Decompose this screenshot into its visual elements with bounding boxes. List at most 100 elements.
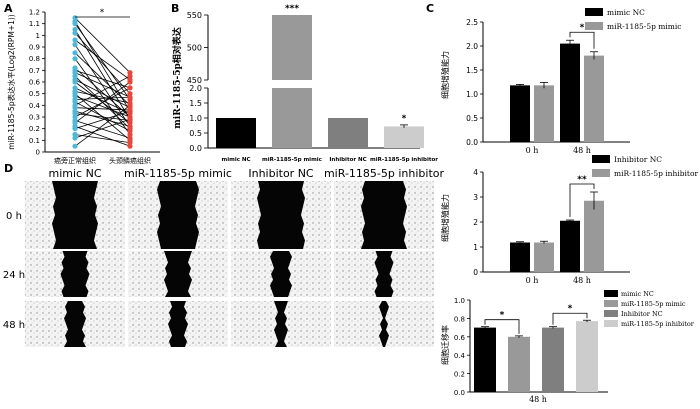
panel-a-y-tick-label: 0.6 xyxy=(29,79,41,87)
panel-c-bottom-bar xyxy=(584,200,604,272)
panel-e-legend-label: miR-1185-5p inhibitor xyxy=(621,320,695,328)
panel-a-pair-line xyxy=(74,90,131,104)
panel-e-sig-bracket xyxy=(484,319,520,334)
panel-b-bar-lower xyxy=(272,88,312,148)
panel-d-column-header: miR-1185-5p inhibitor xyxy=(324,167,445,180)
panel-c-bottom-y-tick-label: 4 xyxy=(473,168,478,177)
panel-c-bottom-legend-label: miR-1185-5p inhibitor xyxy=(614,169,698,178)
panel-a-tumor-point xyxy=(127,79,133,85)
panel-letter-d: D xyxy=(4,162,13,175)
panel-c-bottom-y-tick-label: 2 xyxy=(473,218,478,227)
panel-e-legend-swatch xyxy=(604,290,618,297)
panel-a-pair-line xyxy=(74,101,131,132)
panel-c-bottom-legend-swatch xyxy=(592,155,610,163)
panel-a-pair-line xyxy=(74,110,131,130)
panel-c-top-bar-chart: 细胞增殖能力 0.0 0.5 1.0 1.5 2.0 2.5 0 h 48 h * mimic… xyxy=(440,8,682,155)
panel-e-sig-bracket xyxy=(552,312,588,325)
panel-a-normal-point xyxy=(72,21,78,27)
panel-c-bottom-legend-label: Inhibitor NC xyxy=(614,155,662,164)
panel-c-top-legend-swatch xyxy=(585,22,603,30)
panel-d-row-label: 24 h xyxy=(3,270,25,281)
panel-a-pair-line xyxy=(74,134,131,144)
panel-e-legend-label: Inhibitor NC xyxy=(621,310,663,318)
panel-a-y-tick-label: 0.2 xyxy=(29,125,40,133)
panel-d-column-header: miR-1185-5p mimic xyxy=(124,167,232,180)
panel-a-pair-line xyxy=(74,39,131,80)
panel-c-top-legend-swatch xyxy=(585,8,603,16)
panel-b-y-tick-label: 2.0 xyxy=(189,84,202,93)
panel-a-pair-line xyxy=(74,75,131,106)
panel-e-y-tick-label: 0.6 xyxy=(454,334,466,342)
panel-d-wound-gap xyxy=(164,251,192,297)
panel-a-normal-point xyxy=(72,30,78,36)
panel-a-pair-line xyxy=(74,44,131,127)
panel-c-top-sig-bracket xyxy=(569,31,595,49)
panel-e-y-tick-label: 0.2 xyxy=(454,371,465,379)
panel-c-bottom-legend-swatch xyxy=(592,169,610,177)
panel-c-top-bar xyxy=(584,55,604,142)
panel-c-top-y-tick-label: 1.5 xyxy=(466,66,478,75)
panel-d-wound-gap xyxy=(374,251,394,297)
panel-b-x-label: mimic NC xyxy=(221,157,250,163)
panel-a-x-label-1: 头颈鳞癌组织 xyxy=(109,156,151,165)
panel-a-tumor-point xyxy=(127,94,133,100)
panel-d-wound-gap xyxy=(64,301,86,347)
panel-a-tumor-point xyxy=(127,123,133,129)
panel-a-normal-point xyxy=(72,135,78,141)
panel-d-wound-gap xyxy=(270,251,292,297)
panel-a-y-tick-label: 0.1 xyxy=(29,137,40,145)
panel-a-y-tick-label: 0 xyxy=(36,149,40,157)
panel-a-y-label: miR-1185-5p表达水平(Log2(RPM+1)) xyxy=(6,14,16,150)
panel-c-top-y-label: 细胞增殖能力 xyxy=(440,51,450,99)
panel-b-y-tick-label: 0.0 xyxy=(189,144,202,153)
panel-d-wound-gap xyxy=(257,181,305,249)
panel-a-y-tick-label: 0.4 xyxy=(29,102,41,110)
panel-a-normal-point xyxy=(72,42,78,48)
panel-b-bar xyxy=(384,126,424,148)
panel-letter-c: C xyxy=(426,2,434,15)
panel-c-bottom-bar-chart: 细胞增殖能力 0 1 2 3 4 0 h 48 h ** Inhibitor NC miR-1… xyxy=(440,155,698,285)
panel-a-tumor-point xyxy=(127,73,133,79)
panel-c-bottom-x-label: 0 h xyxy=(526,276,539,285)
panel-d-column-header: Inhibitor NC xyxy=(248,167,314,180)
panel-a-sig: * xyxy=(100,8,105,18)
panel-a-pair-line xyxy=(74,29,131,120)
panel-e-y-label: 细胞迁移率 xyxy=(440,325,450,365)
panel-a-y-tick-label: 1.2 xyxy=(29,9,40,17)
panel-b-x-label: miR-1185-5p mimic xyxy=(262,157,322,163)
panel-e-legend-swatch xyxy=(604,320,618,327)
panel-a-tumor-point xyxy=(127,128,133,134)
panel-c-top-bar xyxy=(560,43,580,142)
panel-a-pair-line xyxy=(74,69,131,89)
panel-b-sig: * xyxy=(402,114,407,124)
panel-e-y-tick-label: 0.4 xyxy=(454,352,466,360)
panel-e-x-label: 48 h xyxy=(529,395,547,404)
panel-c-bottom-y-tick-label: 1 xyxy=(473,243,478,252)
panel-d-wound-gap xyxy=(274,301,288,347)
panel-a-pair-line xyxy=(74,113,131,121)
panel-a-pair-line xyxy=(74,23,131,100)
panel-c-top-y-tick-label: 0.5 xyxy=(466,114,478,123)
panel-d-wound-gap xyxy=(168,301,188,347)
panel-c-bottom-y-tick-label: 3 xyxy=(473,193,478,202)
panel-d-column-header: mimic NC xyxy=(49,167,102,180)
panel-a-pair-line xyxy=(74,81,131,124)
panel-b-bar-upper xyxy=(272,15,312,80)
panel-a-y-tick-label: 0.7 xyxy=(29,67,40,75)
panel-c-top-y-tick-label: 0.0 xyxy=(466,138,478,147)
panel-c-top-bar xyxy=(510,85,530,142)
panel-c-top-sig: * xyxy=(580,23,585,33)
panel-c-bottom-x-label: 48 h xyxy=(573,276,591,285)
panel-e-legend-swatch xyxy=(604,300,618,307)
panel-a-tumor-point xyxy=(127,102,133,108)
panel-c-bottom-bar xyxy=(510,242,530,272)
panel-b-y-label: miR-1185-5p相对表达 xyxy=(171,27,183,129)
panel-a-y-tick-label: 0.3 xyxy=(29,114,40,122)
panel-a-pair-line xyxy=(74,105,131,147)
panel-b-y-tick-label: 550 xyxy=(187,11,202,20)
panel-c-bottom-y-tick-label: 0 xyxy=(473,268,478,277)
panel-c-top-x-label: 0 h xyxy=(526,146,539,155)
